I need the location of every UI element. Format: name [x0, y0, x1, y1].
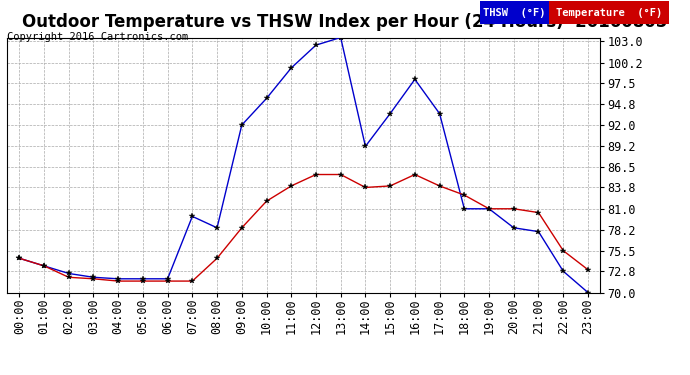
Text: THSW  (°F): THSW (°F)	[483, 8, 545, 18]
Text: Copyright 2016 Cartronics.com: Copyright 2016 Cartronics.com	[7, 32, 188, 42]
Text: Temperature  (°F): Temperature (°F)	[556, 8, 662, 18]
Text: Outdoor Temperature vs THSW Index per Hour (24 Hours)  20160805: Outdoor Temperature vs THSW Index per Ho…	[22, 13, 668, 31]
